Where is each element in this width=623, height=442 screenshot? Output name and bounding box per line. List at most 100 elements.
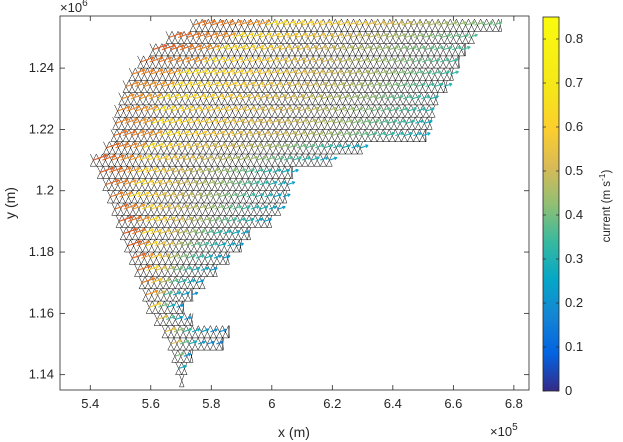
y-tick-label: 1.22 — [29, 121, 54, 136]
velocity-arrow — [416, 107, 426, 112]
velocity-arrow — [438, 21, 449, 26]
velocity-arrow — [173, 192, 185, 198]
y-tick-label: 1.24 — [29, 60, 54, 75]
velocity-arrow — [222, 69, 236, 75]
colorbar-tick-label: 0.3 — [565, 251, 583, 266]
velocity-arrow — [178, 204, 189, 210]
velocity-arrow — [119, 191, 133, 198]
velocity-arrow — [265, 156, 276, 161]
velocity-arrow — [361, 45, 372, 51]
colorbar-tick-label: 0.4 — [565, 207, 583, 222]
velocity-arrow — [344, 106, 355, 112]
velocity-arrow — [207, 81, 220, 88]
velocity-arrow — [404, 131, 413, 137]
velocity-arrow — [123, 203, 137, 210]
velocity-arrow — [413, 70, 424, 75]
velocity-arrow — [370, 82, 382, 88]
velocity-arrow — [177, 229, 189, 235]
velocity-arrow — [211, 19, 225, 26]
velocity-arrow — [326, 106, 337, 112]
velocity-arrow — [214, 32, 228, 39]
velocity-arrow — [197, 143, 209, 149]
velocity-arrow — [357, 94, 368, 100]
velocity-arrow — [155, 265, 167, 271]
velocity-arrow — [123, 179, 137, 186]
velocity-arrow — [247, 155, 258, 161]
velocity-arrow — [187, 204, 198, 210]
velocity-arrow — [339, 94, 350, 100]
velocity-arrow — [264, 217, 272, 222]
velocity-arrow — [443, 82, 453, 88]
velocity-arrow — [274, 20, 288, 26]
velocity-arrow — [148, 93, 162, 100]
axes-box — [59, 15, 530, 391]
velocity-arrow — [483, 21, 494, 26]
velocity-arrow — [297, 45, 310, 51]
velocity-arrow — [134, 81, 148, 88]
velocity-arrow — [331, 57, 342, 63]
velocity-arrow — [394, 57, 405, 63]
velocity-arrow — [330, 94, 341, 100]
velocity-arrow — [164, 266, 176, 271]
velocity-arrow — [159, 228, 171, 235]
velocity-arrow — [383, 20, 395, 26]
velocity-arrow — [340, 57, 351, 63]
velocity-arrow — [325, 45, 337, 51]
velocity-arrow — [378, 119, 389, 124]
velocity-arrow — [396, 119, 407, 124]
velocity-arrow — [393, 94, 404, 100]
velocity-arrow — [431, 70, 441, 75]
velocity-arrow — [132, 68, 146, 75]
velocity-arrow — [335, 106, 346, 112]
velocity-arrow — [254, 168, 264, 173]
velocity-arrow — [162, 105, 176, 112]
velocity-arrow — [194, 56, 208, 63]
velocity-arrow — [269, 118, 281, 124]
velocity-arrow — [215, 118, 228, 124]
x-exponent-label: ×105 — [490, 422, 518, 439]
colorbar-label: current (m s-1) — [597, 169, 613, 242]
velocity-arrow — [225, 44, 238, 51]
velocity-arrow — [231, 130, 244, 137]
velocity-arrow — [231, 57, 244, 63]
velocity-arrow — [398, 107, 409, 112]
velocity-arrow — [205, 180, 216, 186]
velocity-arrow — [169, 278, 179, 284]
velocity-arrow — [320, 156, 329, 161]
x-tick-label: 5.4 — [81, 396, 99, 411]
velocity-arrow — [413, 132, 422, 137]
velocity-arrow — [366, 94, 377, 100]
velocity-arrow — [321, 94, 332, 100]
velocity-arrow — [279, 45, 292, 51]
velocity-arrow — [239, 94, 252, 100]
velocity-arrow — [286, 69, 298, 75]
velocity-arrow — [379, 45, 390, 51]
velocity-arrow — [422, 70, 433, 75]
velocity-arrow — [421, 95, 431, 100]
velocity-arrow — [277, 131, 289, 137]
velocity-arrow — [289, 106, 301, 112]
velocity-arrow — [272, 168, 282, 173]
colorbar-tick-label: 0.2 — [565, 295, 583, 310]
velocity-arrow — [241, 180, 252, 186]
velocity-arrow — [275, 94, 288, 100]
velocity-arrow — [202, 155, 214, 161]
velocity-arrow — [214, 204, 225, 210]
velocity-arrow — [126, 105, 140, 112]
velocity-arrow — [317, 106, 328, 112]
velocity-arrow — [379, 82, 391, 88]
velocity-arrow — [177, 69, 191, 75]
velocity-arrow — [264, 193, 273, 198]
velocity-arrow — [232, 205, 242, 210]
velocity-arrow — [124, 117, 138, 124]
velocity-arrow — [180, 106, 194, 112]
velocity-arrow — [204, 69, 218, 75]
velocity-arrow — [415, 45, 426, 51]
velocity-arrow — [395, 33, 407, 39]
velocity-arrow — [434, 45, 444, 51]
velocity-arrow — [313, 131, 324, 137]
velocity-arrow — [181, 241, 192, 247]
velocity-arrow — [348, 94, 359, 100]
velocity-arrow — [359, 33, 371, 39]
